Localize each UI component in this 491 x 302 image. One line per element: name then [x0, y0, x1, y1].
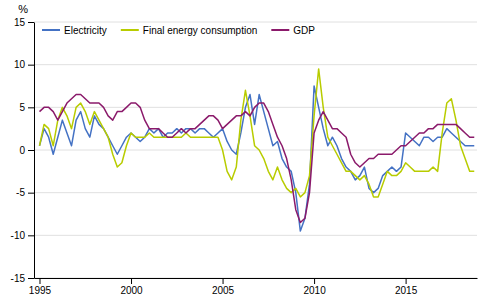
- chart-container: 1995 2000 2005 2010 2015 -15 -10 -5 0 5 10 15% Elect…: [0, 0, 491, 302]
- y-tick: 10: [14, 59, 34, 70]
- x-axis-line: [35, 278, 478, 279]
- y-tick-label: 5: [19, 102, 25, 113]
- y-tick-mark: [28, 150, 34, 151]
- y-tick-mark: [28, 65, 34, 66]
- legend-item: Electricity: [42, 25, 107, 36]
- grid-line: [34, 192, 477, 193]
- x-tick-mark: [406, 278, 407, 284]
- y-tick-mark: [28, 193, 34, 194]
- series-line: [39, 95, 474, 223]
- series-line: [39, 86, 474, 231]
- legend-item: GDP: [271, 25, 315, 36]
- legend-swatch: [271, 29, 289, 31]
- x-tick-label: 2010: [303, 285, 326, 296]
- grid-line: [34, 64, 477, 65]
- y-tick-label: 10: [14, 59, 26, 70]
- y-axis-title: %: [18, 3, 28, 15]
- x-tick-label: 2015: [395, 285, 418, 296]
- x-tick-mark: [223, 278, 224, 284]
- legend-swatch: [121, 29, 139, 31]
- chart-svg: 1995 2000 2005 2010 2015 -15 -10 -5 0 5 10 15% Elect…: [0, 0, 491, 302]
- x-tick-label: 1995: [29, 285, 52, 296]
- y-tick-mark: [28, 235, 34, 236]
- legend-item: Final energy consumption: [121, 25, 258, 36]
- x-tick-label: 2005: [212, 285, 235, 296]
- x-tick: 2005: [212, 278, 235, 296]
- x-tick-mark: [314, 278, 315, 284]
- y-tick-label: -5: [16, 187, 25, 198]
- grid-line: [34, 278, 477, 279]
- grid-line: [34, 150, 477, 151]
- grid-line: [34, 22, 477, 23]
- y-tick: -10: [11, 230, 34, 241]
- legend-label: Final energy consumption: [143, 25, 258, 36]
- x-tick: 2010: [303, 278, 326, 296]
- x-axis: 1995 2000 2005 2010 2015: [29, 278, 478, 296]
- y-tick: 0: [19, 145, 34, 156]
- legend-label: GDP: [293, 25, 315, 36]
- y-tick: -15: [11, 273, 34, 284]
- x-tick-mark: [131, 278, 132, 284]
- x-tick-mark: [39, 278, 40, 284]
- x-tick-label: 2000: [120, 285, 143, 296]
- y-tick-mark: [28, 22, 34, 23]
- y-tick-mark: [28, 278, 34, 279]
- y-tick: 5: [19, 102, 34, 113]
- grid-line: [34, 235, 477, 236]
- y-tick: -5: [16, 187, 34, 198]
- legend-swatch: [42, 29, 60, 31]
- y-tick-label: -15: [11, 273, 26, 284]
- x-tick: 1995: [29, 278, 52, 296]
- grid: [34, 22, 477, 278]
- plot-area: [39, 69, 474, 231]
- legend: Electricity Final energy consumption GDP: [42, 25, 315, 36]
- x-tick: 2015: [395, 278, 418, 296]
- y-axis-line: [34, 23, 35, 279]
- y-axis: -15 -10 -5 0 5 10 15: [11, 17, 35, 284]
- y-tick-label: 15: [14, 17, 26, 28]
- y-tick-label: 0: [19, 145, 25, 156]
- series-line: [39, 69, 474, 197]
- y-tick: 15: [14, 17, 34, 28]
- y-tick-label: -10: [11, 230, 26, 241]
- y-tick-mark: [28, 107, 34, 108]
- x-tick: 2000: [120, 278, 143, 296]
- legend-label: Electricity: [64, 25, 107, 36]
